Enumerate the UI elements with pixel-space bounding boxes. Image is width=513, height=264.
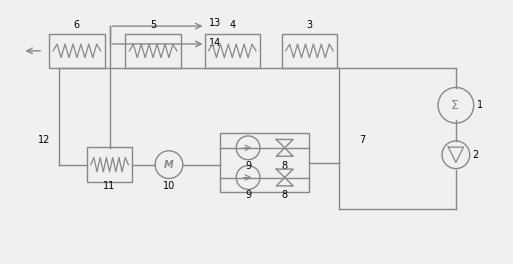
Text: 8: 8 — [282, 190, 288, 200]
Text: 8: 8 — [282, 161, 288, 171]
Text: 9: 9 — [245, 161, 251, 171]
Text: 13: 13 — [208, 18, 221, 28]
Text: 2: 2 — [472, 150, 479, 160]
Text: Σ: Σ — [451, 99, 459, 112]
Bar — [282, 34, 337, 68]
Bar — [125, 34, 181, 68]
Text: 6: 6 — [74, 20, 80, 30]
Text: 11: 11 — [104, 181, 116, 191]
Text: 4: 4 — [229, 20, 235, 30]
Text: 5: 5 — [150, 20, 156, 30]
Text: M: M — [164, 160, 174, 170]
Text: 9: 9 — [245, 190, 251, 200]
Bar — [205, 34, 260, 68]
Text: 14: 14 — [208, 38, 221, 48]
Text: 10: 10 — [163, 181, 175, 191]
Bar — [87, 147, 132, 182]
Text: 1: 1 — [477, 100, 483, 110]
Text: 3: 3 — [306, 20, 312, 30]
Text: 12: 12 — [38, 135, 50, 145]
Text: 7: 7 — [359, 135, 365, 145]
Bar — [221, 133, 309, 192]
Bar — [49, 34, 105, 68]
